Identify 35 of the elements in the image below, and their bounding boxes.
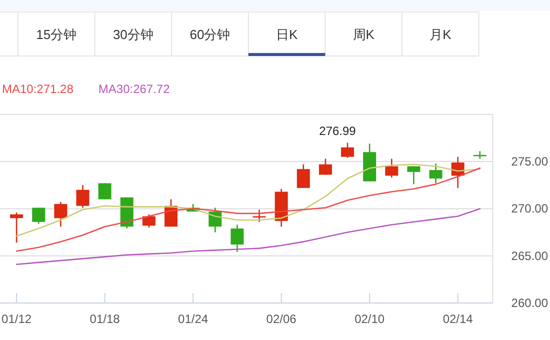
candlestick — [230, 224, 244, 253]
y-tick-label: 275.00 — [511, 154, 548, 169]
candlestick — [318, 158, 332, 176]
text: 15分钟 — [36, 27, 77, 42]
candlestick — [252, 208, 266, 223]
text: 月K — [430, 27, 452, 42]
candlestick — [98, 182, 112, 200]
line-series — [16, 164, 481, 237]
text: 周K — [352, 27, 375, 42]
text: 30分钟 — [112, 27, 154, 42]
candlestick — [76, 184, 90, 208]
candlestick — [32, 207, 46, 224]
candlestick — [10, 212, 24, 244]
candlestick — [142, 214, 156, 228]
y-tick-label: 265.00 — [511, 248, 548, 263]
x-tick-label: 02/10 — [354, 312, 385, 326]
y-tick-label: 260.00 — [511, 296, 548, 310]
text: 日K — [276, 27, 298, 42]
candlestick — [296, 164, 310, 189]
candlestick — [429, 162, 442, 184]
line-series — [16, 208, 481, 265]
text: 60分钟 — [190, 27, 230, 42]
candlestick — [407, 166, 420, 185]
text: MA10:271.28 — [2, 82, 74, 96]
candlestick — [54, 201, 68, 228]
x-tick-label: 01/24 — [178, 312, 208, 326]
x-tick-label: 02/14 — [442, 312, 474, 326]
x-tick-label: 01/18 — [90, 312, 120, 326]
x-tick-label: 01/12 — [2, 312, 32, 326]
candlestick — [385, 158, 398, 178]
x-tick-label: 02/06 — [266, 312, 297, 326]
y-tick-label: 270.00 — [511, 202, 548, 216]
annotation: 276.99 — [319, 124, 356, 138]
text: MA30:267.72 — [98, 82, 170, 96]
candlestick — [341, 142, 354, 158]
